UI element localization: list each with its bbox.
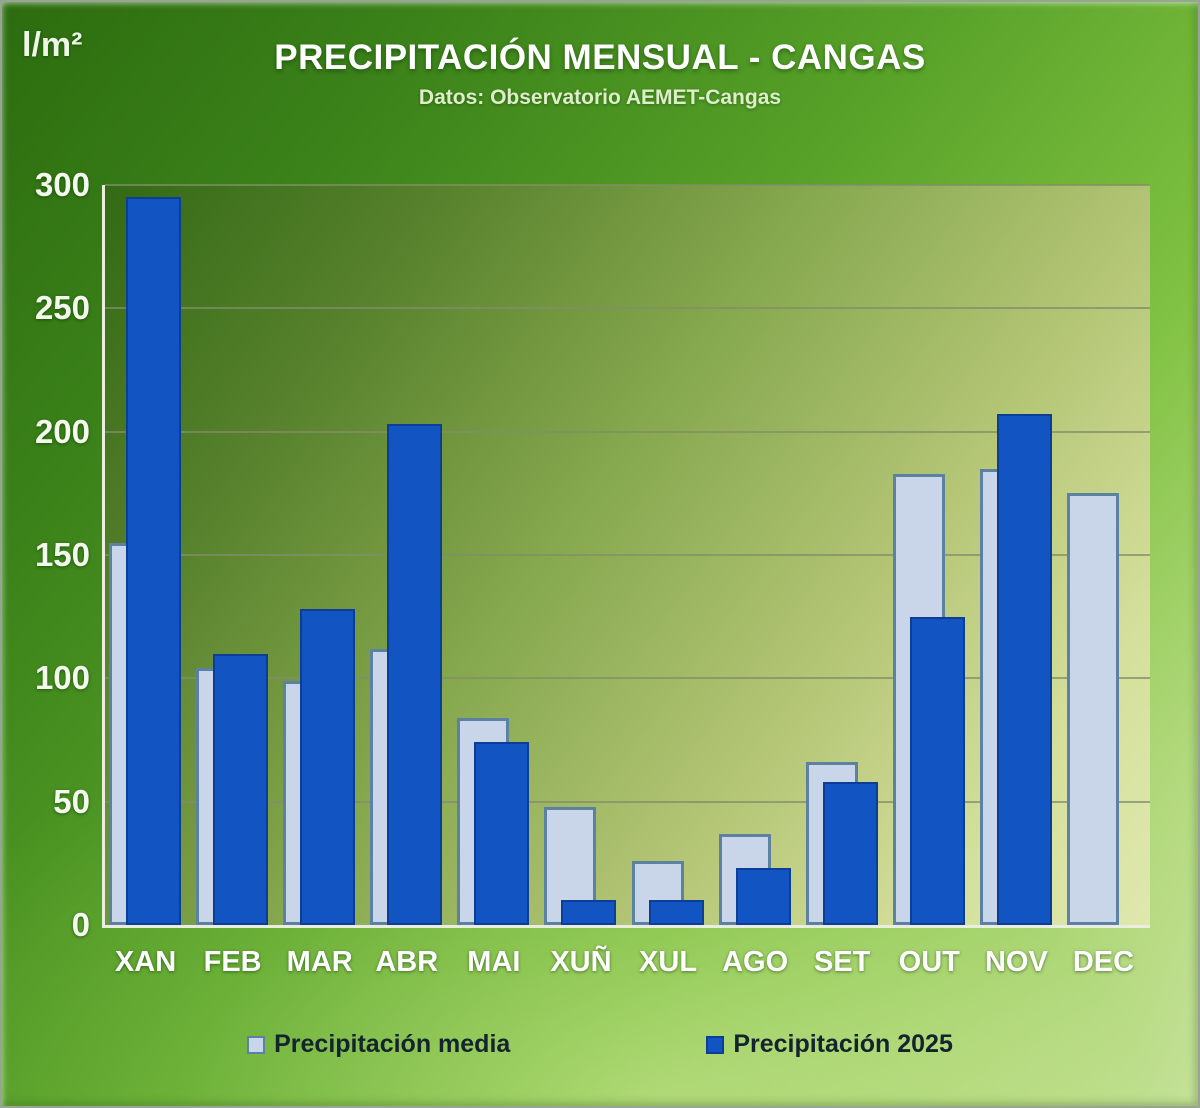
x-tick-label-nov: NOV — [984, 946, 1048, 978]
gridline-250 — [105, 307, 1150, 310]
chart-title: PRECIPITACIÓN MENSUAL - CANGAS — [274, 38, 926, 77]
x-tick-label-xuñ: XUÑ — [550, 946, 612, 978]
legend-swatch-2025 — [706, 1035, 725, 1054]
bar-2025-xul — [648, 900, 704, 925]
gridline-200 — [105, 430, 1150, 433]
legend-item-2025: Precipitación 2025 — [706, 1030, 953, 1059]
legend-swatch-media — [247, 1035, 266, 1054]
bar-2025-mar — [300, 609, 356, 925]
x-tick-label-set: SET — [814, 946, 871, 978]
bar-2025-feb — [213, 653, 269, 925]
y-tick-label-50: 50 — [53, 782, 90, 820]
gridline-100 — [105, 677, 1150, 680]
chart-subtitle: Datos: Observatorio AEMET-Cangas — [418, 86, 782, 109]
x-tick-label-xan: XAN — [114, 946, 177, 978]
x-tick-label-out: OUT — [898, 946, 960, 978]
y-tick-label-250: 250 — [34, 289, 90, 327]
bar-2025-nov — [996, 414, 1052, 925]
bar-2025-ago — [735, 868, 791, 925]
y-tick-label-200: 200 — [34, 412, 90, 450]
legend: Precipitación media Precipitación 2025 — [2, 1030, 1198, 1059]
x-tick-label-mai: MAI — [467, 946, 521, 978]
y-axis-unit-label: l/m² — [22, 26, 83, 64]
x-tick-label-xul: XUL — [639, 946, 698, 978]
x-tick-label-feb: FEB — [203, 946, 262, 978]
legend-label-2025: Precipitación 2025 — [733, 1030, 953, 1058]
x-tick-label-mar: MAR — [286, 946, 353, 978]
bar-2025-xuñ — [561, 900, 617, 925]
gridline-300 — [105, 184, 1150, 186]
bar-media-dec — [1066, 493, 1119, 925]
y-tick-label-100: 100 — [34, 659, 90, 697]
x-tick-label-dec: DEC — [1072, 946, 1135, 978]
bar-2025-xan — [126, 197, 181, 925]
y-tick-label-300: 300 — [34, 166, 90, 203]
y-tick-label-150: 150 — [34, 536, 90, 573]
bar-2025-mai — [474, 742, 530, 925]
plot-area — [102, 184, 1150, 928]
y-tick-label-0: 0 — [71, 906, 90, 943]
legend-item-media: Precipitación media — [247, 1030, 510, 1059]
gridline-150 — [105, 554, 1150, 556]
legend-label-media: Precipitación media — [274, 1030, 511, 1058]
x-tick-label-ago: AGO — [722, 946, 789, 978]
x-tick-label-abr: ABR — [375, 946, 439, 978]
bar-2025-abr — [387, 424, 443, 925]
bar-2025-set — [822, 781, 878, 925]
gridline-50 — [105, 800, 1150, 803]
bar-2025-out — [909, 616, 965, 925]
